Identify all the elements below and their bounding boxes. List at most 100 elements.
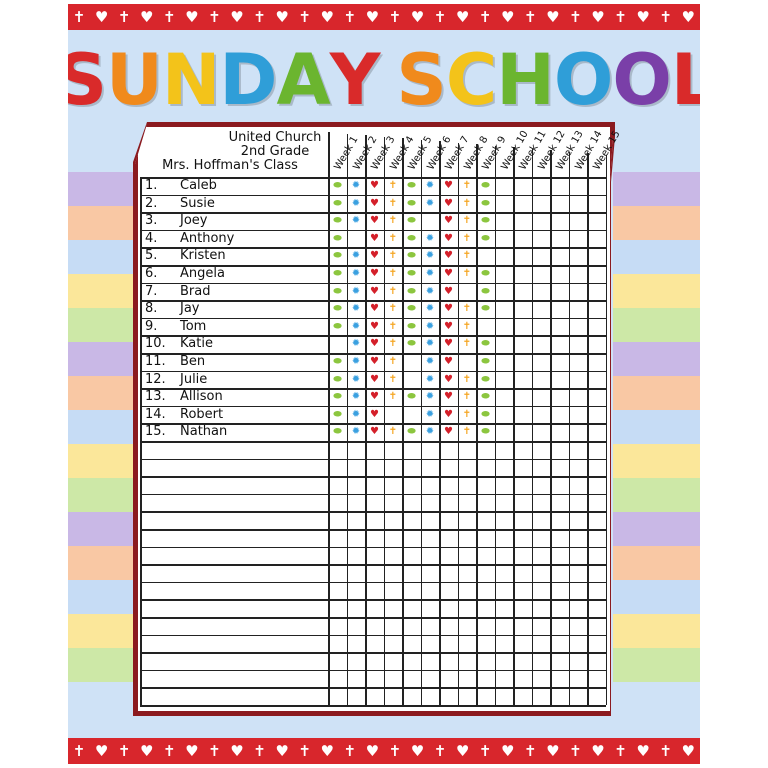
- cross-icon: ✝: [163, 8, 176, 26]
- top-border-band: ✝ ♥ ✝ ♥ ✝ ♥ ✝ ♥ ✝ ♥ ✝ ♥ ✝ ♥ ✝ ♥ ✝ ♥ ✝ ♥ ✝ ♥ ✝ ♥ ✝ ♥ ✝ ♥: [68, 4, 700, 30]
- title-letter: S: [396, 39, 446, 121]
- student-name: Tom: [180, 318, 207, 334]
- stripe: [68, 478, 138, 512]
- stripe: [68, 206, 138, 240]
- student-number: 3.: [145, 213, 158, 229]
- heart-sticker-icon: ♥: [370, 356, 379, 367]
- church-name: United Church: [228, 130, 322, 145]
- flower-sticker-icon: ✹: [351, 338, 361, 350]
- row-line: [140, 194, 606, 197]
- fish-sticker-icon: ⬬: [481, 268, 490, 279]
- title-letter: D: [219, 39, 277, 121]
- cross-icon: ✝: [524, 742, 537, 760]
- column-line: [457, 142, 459, 705]
- flower-sticker-icon: ✹: [351, 426, 361, 438]
- grade-label: 2nd Grade: [240, 144, 310, 159]
- flower-sticker-icon: ✹: [425, 408, 435, 420]
- heart-sticker-icon: ♥: [444, 373, 453, 385]
- row-line: [140, 652, 606, 654]
- heart-sticker-icon: ♥: [370, 215, 379, 227]
- fish-sticker-icon: ⬬: [407, 232, 416, 244]
- heart-sticker-icon: ♥: [444, 232, 453, 244]
- cross-sticker-icon: ✝: [462, 268, 472, 279]
- stripe: [613, 580, 700, 614]
- fish-sticker-icon: ⬬: [481, 180, 490, 191]
- cross-icon: ✝: [433, 742, 447, 760]
- heart-sticker-icon: ♥: [444, 285, 453, 297]
- cross-sticker-icon: ✝: [462, 391, 472, 403]
- cross-icon: ✝: [298, 742, 311, 760]
- stripe: [613, 342, 700, 376]
- row-line: [140, 581, 606, 584]
- student-number: 2.: [145, 195, 158, 211]
- heart-sticker-icon: ♥: [370, 197, 379, 209]
- cross-sticker-icon: ✝: [388, 320, 398, 332]
- flower-sticker-icon: ✹: [351, 197, 361, 209]
- heart-icon: ♥: [365, 8, 380, 26]
- heart-sticker-icon: ♥: [370, 285, 379, 297]
- row-line: [140, 405, 606, 408]
- bottom-border-band: ✝ ♥ ✝ ♥ ✝ ♥ ✝ ♥ ✝ ♥ ✝ ♥ ✝ ♥ ✝ ♥ ✝ ♥ ✝ ♥ ✝ ♥ ✝ ♥ ✝ ♥ ✝ ♥: [68, 738, 700, 764]
- flower-sticker-icon: ✹: [425, 338, 435, 350]
- column-line: [328, 132, 330, 705]
- column-line: [476, 144, 478, 705]
- column-line: [365, 135, 367, 705]
- heart-icon: ♥: [320, 8, 334, 26]
- row-line: [140, 370, 606, 373]
- attendance-chart: [135, 124, 613, 714]
- cross-sticker-icon: ✝: [462, 426, 472, 438]
- title-letter: Y: [329, 39, 381, 121]
- heart-sticker-icon: ♥: [370, 320, 379, 332]
- row-line: [140, 282, 606, 285]
- heart-sticker-icon: ♥: [370, 232, 379, 244]
- student-number: 4.: [145, 230, 158, 246]
- student-name: Susie: [180, 195, 215, 211]
- row-line: [140, 247, 606, 249]
- fish-sticker-icon: ⬬: [481, 285, 490, 297]
- heart-icon: ♥: [501, 742, 515, 760]
- student-name: Julie: [180, 371, 208, 387]
- heart-sticker-icon: ♥: [370, 426, 379, 438]
- heart-sticker-icon: ♥: [444, 197, 453, 209]
- cross-icon: ✝: [253, 742, 266, 760]
- student-name: Anthony: [180, 230, 235, 246]
- column-line: [402, 138, 404, 705]
- student-name: Angela: [180, 266, 225, 281]
- fish-sticker-icon: ⬬: [333, 197, 342, 209]
- stripe: [613, 648, 700, 682]
- fish-sticker-icon: ⬬: [333, 303, 342, 315]
- cross-icon: ✝: [388, 742, 402, 760]
- cross-icon: ✝: [72, 8, 86, 26]
- heart-icon: ♥: [546, 742, 560, 760]
- heart-icon: ♥: [140, 8, 154, 26]
- fish-sticker-icon: ⬬: [481, 303, 490, 315]
- column-line: [513, 147, 515, 705]
- row-line: [140, 212, 606, 214]
- column-line: [587, 153, 589, 705]
- fish-sticker-icon: ⬬: [481, 391, 490, 403]
- heart-icon: ♥: [94, 742, 109, 760]
- cross-icon: ✝: [163, 742, 176, 760]
- flower-sticker-icon: ✹: [351, 215, 361, 227]
- heart-icon: ♥: [365, 742, 380, 760]
- row-line: [140, 265, 606, 267]
- fish-sticker-icon: ⬬: [333, 426, 342, 438]
- student-number: 10.: [145, 336, 166, 352]
- row-line: [140, 388, 606, 390]
- flower-sticker-icon: ✹: [425, 285, 435, 297]
- stripe: [613, 308, 700, 342]
- title-letter: H: [496, 39, 555, 121]
- fish-sticker-icon: ⬬: [407, 215, 416, 227]
- stripe: [68, 512, 138, 546]
- student-name: Nathan: [180, 424, 228, 440]
- heart-sticker-icon: ♥: [444, 320, 453, 332]
- heart-sticker-icon: ♥: [444, 356, 453, 367]
- heart-sticker-icon: ♥: [370, 303, 379, 315]
- flower-sticker-icon: ✹: [425, 180, 435, 191]
- fish-sticker-icon: ⬬: [407, 197, 416, 209]
- heart-sticker-icon: ♥: [370, 250, 379, 262]
- fish-sticker-icon: ⬬: [333, 250, 342, 262]
- title-letter: L: [670, 39, 700, 121]
- student-number: 8.: [145, 301, 158, 317]
- heart-sticker-icon: ♥: [444, 408, 453, 420]
